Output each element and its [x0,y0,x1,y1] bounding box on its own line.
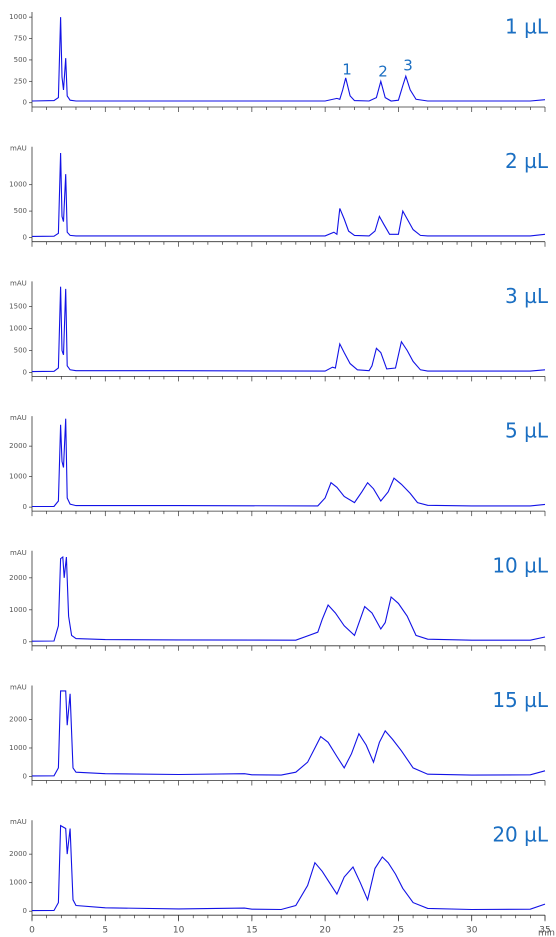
y-tick-label: 0 [23,503,27,511]
panel-title: 1 µL [505,15,549,39]
panel-title: 5 µL [505,419,549,443]
peak-label: 3 [403,57,413,75]
y-tick-label: 0 [23,99,27,107]
y-tick-label: 1000 [9,606,27,614]
y-tick-label: 0 [23,773,27,781]
x-tick-label: 0 [29,926,35,936]
y-tick-label: 2000 [9,442,27,450]
y-tick-label: 2000 [9,715,27,723]
y-tick-label: 1000 [9,879,27,887]
x-tick-label: 15 [246,926,257,936]
y-tick-label: 500 [14,346,27,354]
y-tick-label: 1000 [9,324,27,332]
x-tick-label: 5 [102,926,108,936]
panel-title: 20 µL [492,823,549,847]
y-tick-label: 250 [14,77,27,85]
y-axis-label: mAU [10,549,27,557]
y-tick-label: 750 [14,35,27,43]
trace [31,824,546,912]
y-axis-label: mAU [10,684,27,692]
y-tick-label: 1000 [9,473,27,481]
trace [31,418,546,508]
y-tick-label: 0 [23,638,27,646]
peak-label: 2 [378,63,388,81]
trace [31,690,546,777]
panel-title: 15 µL [492,688,549,712]
y-tick-label: 0 [23,368,27,376]
trace [31,286,546,373]
x-tick-label: 25 [393,926,404,936]
y-axis-label: mAU [10,414,27,422]
x-axis-label: min [538,929,555,937]
peak-label: 1 [342,61,352,79]
y-tick-label: 500 [14,56,27,64]
x-tick-label: 30 [466,926,478,936]
panel-title: 3 µL [505,284,549,308]
panel-title: 2 µL [505,149,549,173]
panel-title: 10 µL [492,553,549,577]
y-tick-label: 0 [23,907,27,915]
x-tick-label: 35 [539,926,550,936]
trace [31,152,546,237]
y-tick-label: 500 [14,207,27,215]
y-tick-label: 1000 [9,744,27,752]
y-axis-label: mAU [10,818,27,826]
y-tick-label: 0 [23,233,27,241]
trace [31,17,546,102]
y-axis-label: mAU [10,145,27,153]
x-tick-label: 10 [173,926,185,936]
y-tick-label: 2000 [9,850,27,858]
y-axis-label: mAU [10,279,27,287]
y-tick-label: 1500 [9,302,27,310]
y-tick-label: 2000 [9,574,27,582]
y-tick-label: 1000 [9,13,27,21]
trace [31,555,546,642]
x-tick-label: 20 [319,926,331,936]
y-tick-label: 1000 [9,181,27,189]
